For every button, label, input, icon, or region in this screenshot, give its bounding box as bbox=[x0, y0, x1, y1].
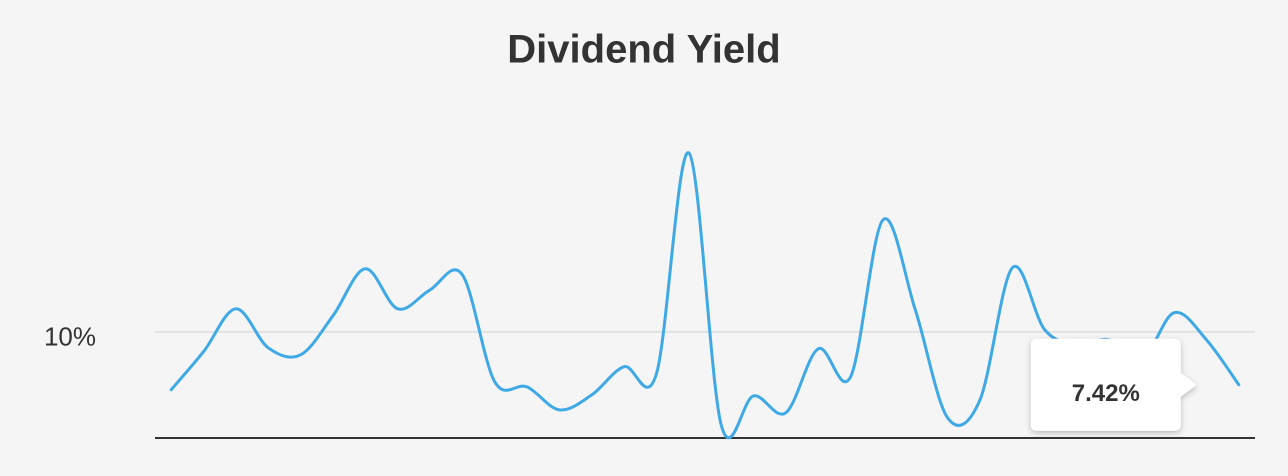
tooltip-box bbox=[1030, 338, 1197, 431]
y-tick-label: 10% bbox=[44, 322, 96, 352]
data-line bbox=[169, 151, 1241, 440]
chart-title: Dividend Yield bbox=[507, 28, 780, 72]
tooltip bbox=[1030, 338, 1197, 431]
tooltip-label: 7.42% bbox=[1072, 380, 1140, 407]
